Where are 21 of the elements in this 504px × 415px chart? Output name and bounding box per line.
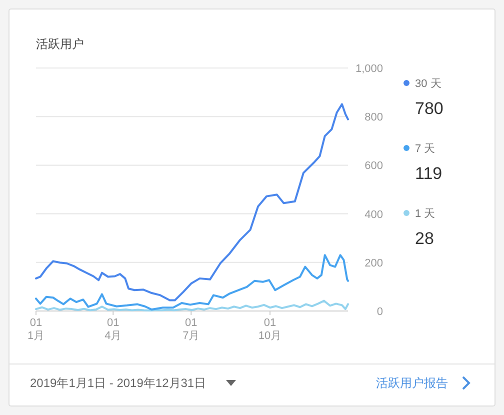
y-tick-label: 0: [376, 306, 383, 318]
chart-title: 活跃用户: [36, 37, 84, 51]
y-tick-label: 1,000: [355, 63, 383, 75]
line-series: [35, 300, 349, 312]
y-tick-label: 600: [364, 160, 383, 172]
y-tick-label: 800: [364, 112, 383, 124]
text: 2019年1月1日 - 2019年12月31日: [30, 376, 206, 390]
legend-label: 7 天: [415, 143, 436, 155]
text: 28: [415, 229, 434, 248]
text: 780: [415, 99, 444, 118]
x-tick-label: 01 10月: [258, 317, 282, 342]
line-series: [35, 103, 349, 302]
legend-label: 30 天: [415, 78, 442, 90]
y-tick-label: 400: [364, 208, 383, 221]
y-tick-label: 200: [364, 257, 383, 270]
x-tick-label: 01 7月: [182, 317, 200, 342]
x-tick-label: 01 1月: [27, 317, 45, 342]
text: 119: [415, 164, 442, 183]
x-tick-label: 01 4月: [104, 317, 122, 342]
legend-label: 1 天: [415, 208, 436, 220]
text: 活跃用户报告: [376, 376, 448, 390]
